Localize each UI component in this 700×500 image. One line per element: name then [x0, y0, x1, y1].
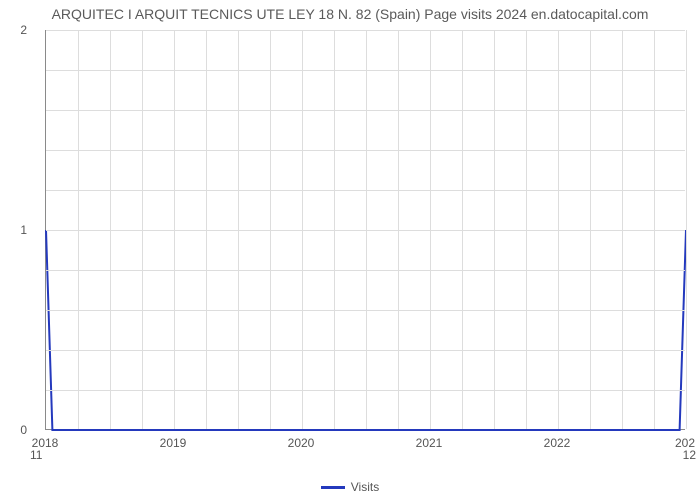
gridline-h-minor [46, 190, 685, 191]
gridline-h-minor [46, 70, 685, 71]
gridline-h [46, 30, 685, 31]
gridline-h-minor [46, 390, 685, 391]
chart-title: ARQUITEC I ARQUIT TECNICS UTE LEY 18 N. … [0, 6, 700, 22]
x-tick-label: 2022 [544, 436, 571, 450]
x-tick-label: 2018 [32, 436, 59, 450]
gridline-v [686, 30, 687, 429]
plot-region [45, 30, 685, 430]
corner-label-bottom-left: 11 [30, 448, 42, 462]
gridline-h-minor [46, 310, 685, 311]
legend-swatch [321, 486, 345, 489]
y-tick-label: 1 [0, 223, 27, 237]
x-tick-label: 2021 [416, 436, 443, 450]
x-tick-label: 2019 [160, 436, 187, 450]
corner-label-bottom-right: 12 [683, 448, 696, 462]
gridline-h [46, 230, 685, 231]
chart-area [45, 30, 685, 430]
x-tick-label: 2020 [288, 436, 315, 450]
gridline-h-minor [46, 150, 685, 151]
gridline-h-minor [46, 350, 685, 351]
x-tick-label: 202 [675, 436, 695, 450]
y-tick-label: 0 [0, 423, 27, 437]
y-tick-label: 2 [0, 23, 27, 37]
legend: Visits [0, 480, 700, 494]
legend-label: Visits [351, 480, 379, 494]
gridline-h-minor [46, 110, 685, 111]
gridline-h-minor [46, 270, 685, 271]
